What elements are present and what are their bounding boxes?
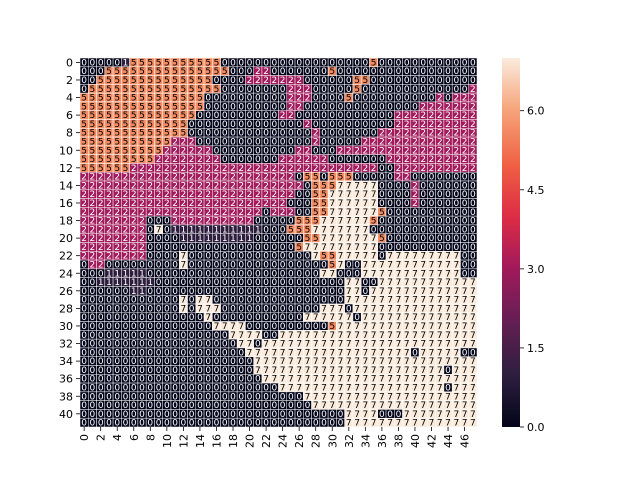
y-tick-label: 28 (59, 302, 73, 315)
y-tick-label: 18 (59, 215, 73, 228)
cell-annotation: 0 (90, 419, 96, 429)
colorbar-tick-label: 4.5 (527, 184, 545, 197)
colorbar-tick-label: 0.0 (527, 421, 545, 434)
cell-annotation: 7 (420, 419, 426, 429)
x-tick-label: 26 (293, 434, 306, 448)
x-axis-ticks: 0 2 4 6 8 10 12 14 16 18 20 22 24 26 28 30 32 34 36 38 40 42 4… (78, 427, 472, 448)
y-tick-label: 40 (59, 408, 73, 421)
x-tick-label: 14 (194, 434, 207, 448)
x-tick-label: 40 (409, 434, 422, 448)
cell-annotation: 7 (387, 419, 393, 429)
y-tick-label: 22 (59, 250, 73, 263)
x-tick-label: 28 (310, 434, 323, 448)
x-tick-label: 36 (376, 434, 389, 448)
cell-annotation: 0 (205, 419, 211, 429)
y-tick-label: 20 (59, 232, 73, 245)
cell-annotation: 0 (222, 419, 228, 429)
cell-annotation: 0 (189, 419, 195, 429)
x-tick-label: 46 (459, 434, 472, 448)
cell-annotation: 0 (321, 419, 327, 429)
x-tick-label: 8 (144, 434, 157, 441)
cell-annotation: 0 (305, 419, 311, 429)
y-tick-label: 2 (66, 74, 73, 87)
cell-annotation: 7 (453, 419, 459, 429)
y-tick-label: 26 (59, 285, 73, 298)
cell-annotation: 0 (123, 419, 129, 429)
cell-annotation: 0 (255, 419, 261, 429)
colorbar-tick-label: 1.5 (527, 342, 545, 355)
colorbar-tick-label: 3.0 (527, 263, 545, 276)
cell-annotation: 0 (271, 419, 277, 429)
y-tick-label: 4 (66, 92, 73, 105)
y-tick-label: 30 (59, 320, 73, 333)
x-tick-label: 4 (111, 434, 124, 441)
y-tick-label: 8 (66, 127, 73, 140)
x-tick-label: 20 (244, 434, 257, 448)
y-tick-label: 6 (66, 109, 73, 122)
cell-annotation: 7 (371, 419, 377, 429)
colorbar-tick-label: 6.0 (527, 105, 545, 118)
cell-annotation: 7 (470, 419, 476, 429)
y-tick-label: 14 (59, 179, 73, 192)
y-tick-label: 24 (59, 267, 73, 280)
x-tick-label: 2 (95, 434, 108, 441)
y-tick-label: 36 (59, 373, 73, 386)
x-tick-label: 24 (277, 434, 290, 448)
x-tick-label: 44 (442, 434, 455, 448)
x-tick-label: 0 (78, 434, 91, 441)
cell-annotation: 0 (288, 419, 294, 429)
cell-annotation: 0 (139, 419, 145, 429)
x-tick-label: 12 (177, 434, 190, 448)
y-tick-label: 12 (59, 162, 73, 175)
cell-annotation: 0 (156, 419, 162, 429)
x-tick-label: 38 (392, 434, 405, 448)
x-tick-label: 34 (359, 434, 372, 448)
cell-annotation: 0 (172, 419, 178, 429)
cell-annotation: 0 (106, 419, 112, 429)
cell-annotation: 0 (238, 419, 244, 429)
y-tick-label: 32 (59, 338, 73, 351)
cell-annotation: 7 (437, 419, 443, 429)
heatmap-cells (79, 57, 478, 428)
x-tick-label: 42 (426, 434, 439, 448)
y-tick-label: 34 (59, 355, 73, 368)
x-tick-label: 16 (210, 434, 223, 448)
x-tick-label: 10 (161, 434, 174, 448)
y-tick-label: 0 (66, 56, 73, 69)
cell-annotation: 7 (404, 419, 410, 429)
x-tick-label: 32 (343, 434, 356, 448)
x-tick-label: 30 (326, 434, 339, 448)
y-tick-label: 10 (59, 144, 73, 157)
colorbar-ticks: 0.0 1.5 3.0 4.5 6.0 (520, 105, 545, 434)
x-tick-label: 6 (128, 434, 141, 441)
cell-annotation: 7 (354, 419, 360, 429)
x-tick-label: 18 (227, 434, 240, 448)
colorbar (502, 58, 520, 427)
cell-annotation: 0 (338, 419, 344, 429)
x-tick-label: 22 (260, 434, 273, 448)
y-tick-label: 38 (59, 390, 73, 403)
y-tick-label: 16 (59, 197, 73, 210)
